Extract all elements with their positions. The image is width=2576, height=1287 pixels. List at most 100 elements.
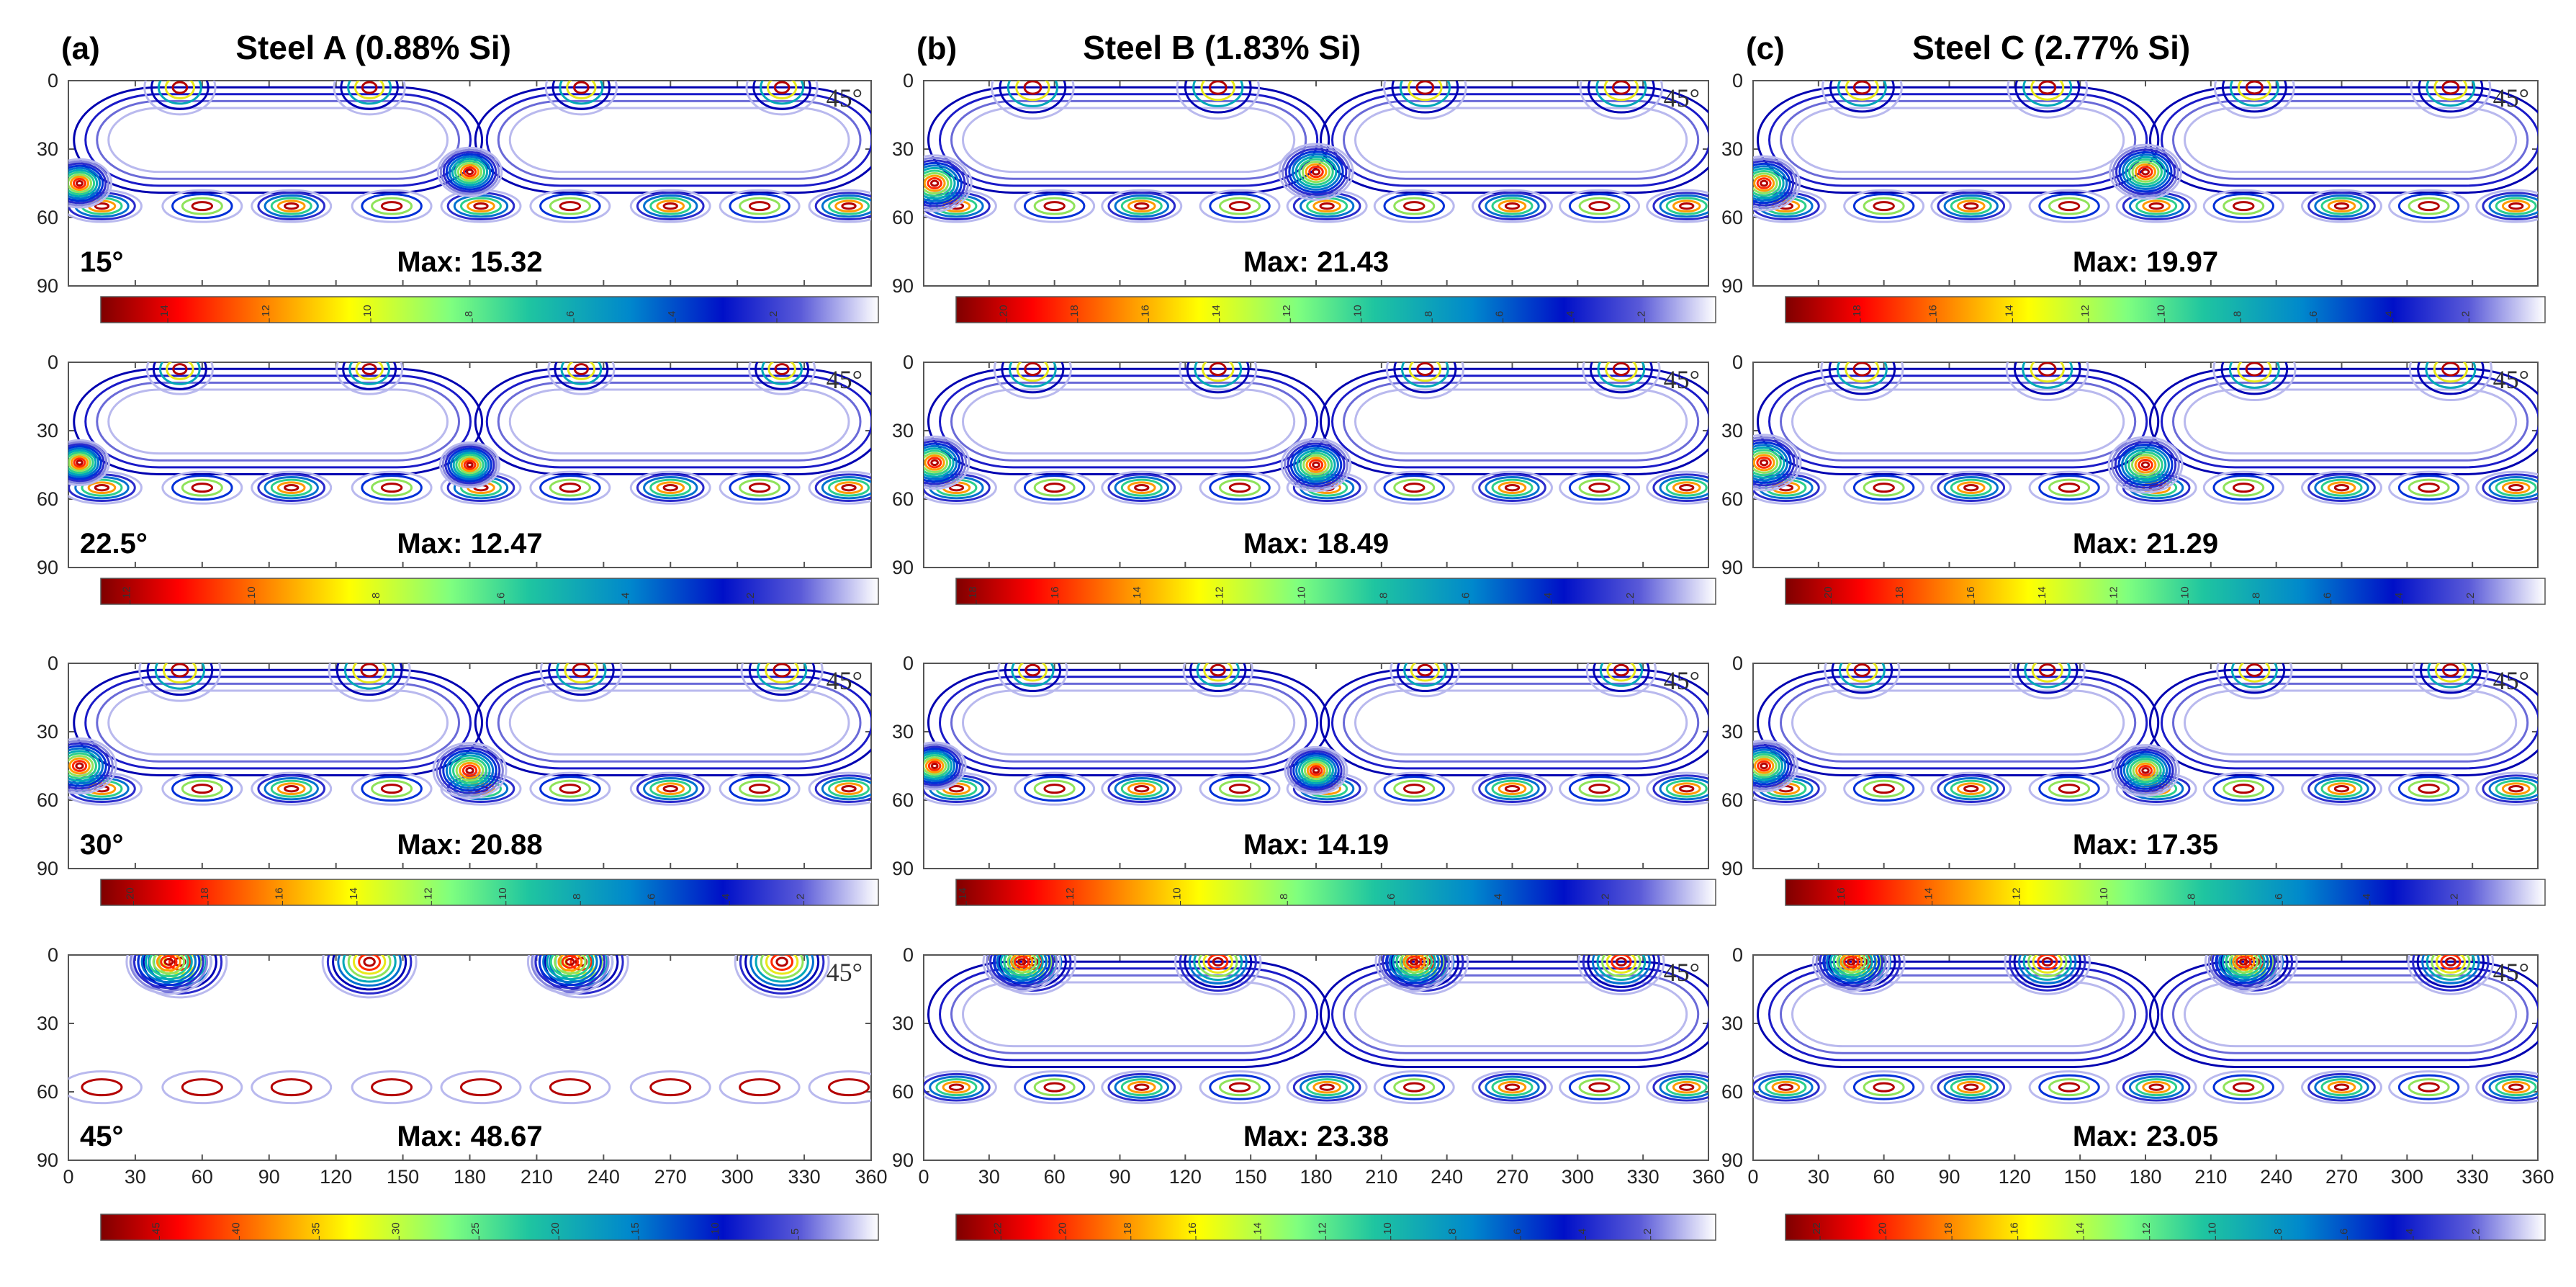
contour-ring <box>1014 470 1096 505</box>
contour-ring <box>321 955 418 999</box>
colorbar-tick-label: 20 <box>1822 586 1834 598</box>
contour-ring <box>459 761 481 779</box>
contour-ring <box>774 363 790 375</box>
contour-ring <box>1196 663 1240 687</box>
band-peak <box>161 189 243 223</box>
contour-ring <box>125 955 212 995</box>
contour-ring <box>1176 81 1261 120</box>
colorbar-tick-label: 6 <box>2273 894 2285 900</box>
contour-ring <box>1819 955 1884 987</box>
contour-ring <box>2138 166 2153 178</box>
contour-ring <box>351 1070 433 1105</box>
band-peak <box>2388 470 2470 505</box>
contour-ring <box>2038 1074 2100 1100</box>
contour-ring <box>2223 197 2265 215</box>
contour-ring <box>461 764 478 777</box>
contour-ring <box>1288 151 1344 194</box>
contour-ring <box>2161 967 2538 1062</box>
contour-ring <box>1009 362 1057 388</box>
contour-ring <box>997 663 1068 698</box>
contour-ring <box>1829 955 1873 979</box>
band-peak <box>251 771 333 806</box>
contour-ring <box>1780 974 2137 1054</box>
top-peak <box>333 81 406 116</box>
contour-ring <box>1006 955 1037 974</box>
contour-ring <box>1504 202 1521 210</box>
contour-ring <box>992 955 1051 985</box>
contour-ring <box>251 470 333 505</box>
contour-ring <box>2320 478 2363 497</box>
contour-ring <box>2223 478 2265 497</box>
contour-ring <box>734 955 830 999</box>
column-title: Steel B (1.83% Si) <box>1083 29 1361 66</box>
contour-ring <box>1504 1083 1521 1091</box>
contour-ring <box>68 742 111 790</box>
contour-ring <box>2172 381 2529 462</box>
contour-ring <box>566 81 597 99</box>
contour-ring <box>2408 478 2450 497</box>
contour-ring <box>1753 454 1775 472</box>
contour-ring <box>2107 436 2184 494</box>
contour-ring <box>164 81 196 99</box>
contour-ring <box>1299 1075 1355 1099</box>
contour-ring <box>1203 663 1233 682</box>
contour-ring <box>1846 958 1856 966</box>
colorbar <box>955 1214 1716 1241</box>
corner-label: 45° <box>2493 365 2529 394</box>
band-peak <box>719 470 801 505</box>
contour-ring <box>1679 202 1695 210</box>
contour-ring <box>1963 1083 1979 1091</box>
contour-ring <box>2129 758 2162 784</box>
contour-ring <box>2038 776 2100 802</box>
contour-ring <box>2128 158 2163 186</box>
band-peak <box>2028 1070 2110 1105</box>
contour-ring <box>2433 81 2468 101</box>
contour-ring <box>1393 779 1436 798</box>
x-tick-label: 240 <box>1431 1166 1463 1188</box>
colorbar-tick-label: 6 <box>1460 593 1472 598</box>
contour-ring <box>1219 478 1261 497</box>
contour-ring <box>1579 81 1664 120</box>
contour-ring <box>1593 663 1650 693</box>
y-tick-label: 60 <box>1721 1081 1743 1103</box>
contour-ring <box>821 194 871 218</box>
contour-ring <box>2142 199 2171 212</box>
contour-ring <box>1753 758 1775 774</box>
contour-ring <box>1811 955 1891 992</box>
contour-ring <box>828 779 870 798</box>
contour-ring <box>542 955 598 984</box>
contour-ring <box>1780 682 2137 763</box>
contour-ring <box>1956 1080 1986 1094</box>
contour-ring <box>2327 481 2356 495</box>
contour-ring <box>1134 1083 1150 1091</box>
band-peak <box>1646 470 1708 505</box>
contour-ring <box>1559 189 1641 223</box>
contour-ring <box>140 955 197 984</box>
contour-ring <box>2212 475 2274 501</box>
contour-ring <box>161 771 243 806</box>
band-peak <box>2301 189 2382 223</box>
colorbar-tick-label: 20 <box>1877 1222 1889 1234</box>
low-density-loop <box>2149 86 2538 194</box>
contour-ring <box>276 782 306 795</box>
band-peak <box>1646 1070 1708 1105</box>
contour-ring <box>841 484 857 492</box>
x-tick-label: 120 <box>1999 1166 2031 1188</box>
contour-ring <box>1559 470 1641 505</box>
contour-ring <box>2041 957 2053 967</box>
contour-ring <box>924 444 958 480</box>
y-tick-label: 60 <box>37 789 58 811</box>
contour-ring <box>351 470 433 505</box>
contour-ring <box>927 457 942 469</box>
contour-ring <box>2495 478 2537 497</box>
contour-ring <box>1472 189 1553 223</box>
contour-ring <box>1930 771 2012 806</box>
band-peak <box>1930 189 2012 223</box>
contour-ring <box>1383 475 1445 501</box>
contour-ring <box>68 162 107 205</box>
contour-ring <box>1771 1080 1801 1094</box>
contour-ring <box>1373 470 1455 505</box>
colorbar-tick-label: 6 <box>495 593 507 598</box>
y-tick-label: 90 <box>1721 557 1743 578</box>
contour-ring <box>68 745 107 787</box>
